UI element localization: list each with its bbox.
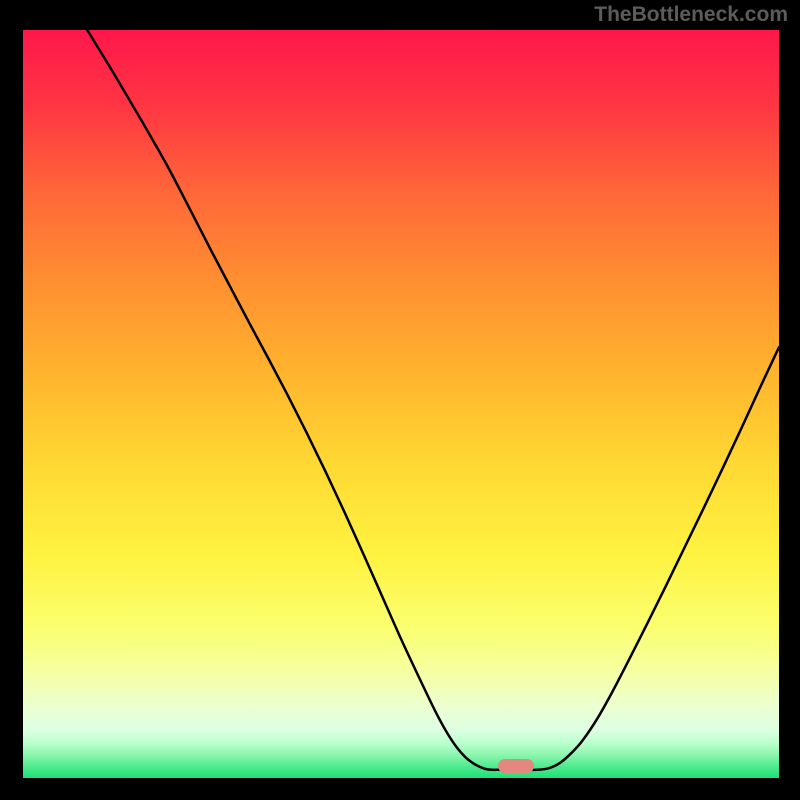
watermark-text: TheBottleneck.com: [594, 3, 788, 27]
chart-frame: TheBottleneck.com: [0, 0, 800, 800]
bottleneck-curve: [23, 30, 779, 778]
plot-area: [23, 30, 779, 778]
optimal-marker: [498, 759, 534, 773]
